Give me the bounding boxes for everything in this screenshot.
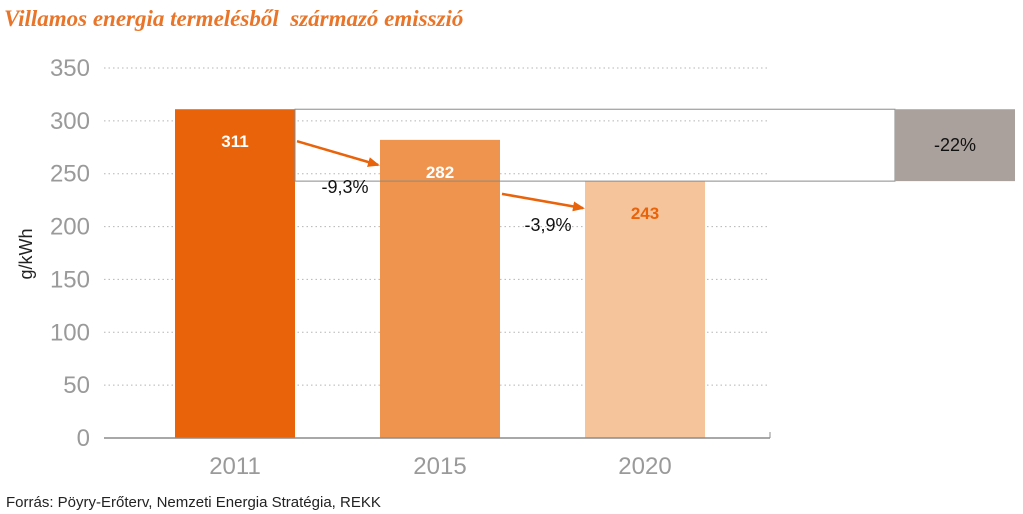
x-tick-label: 2011: [209, 453, 261, 480]
y-tick-label: 50: [63, 372, 90, 399]
y-tick-label: 350: [50, 55, 90, 82]
annotations: -22% -9,3% -3,9%: [294, 108, 1015, 235]
bar-2015: [380, 139, 500, 438]
change-arrow: [296, 140, 380, 167]
total-change-box: [895, 109, 1015, 182]
y-tick-label: 200: [50, 214, 90, 241]
bar-value-label: 243: [631, 204, 659, 223]
bars: 311 282 243: [175, 109, 705, 438]
bar-2011: [175, 109, 295, 438]
axes: 0 50 100 150 200 250 300 350 2011 2015 2020 g/kWh: [16, 55, 771, 480]
y-tick-label: 150: [50, 266, 90, 293]
change-label: -9,3%: [321, 177, 368, 197]
bar-value-label: 311: [221, 132, 248, 151]
y-tick-label: 0: [77, 425, 90, 452]
x-tick-label: 2015: [413, 453, 466, 480]
chart-title: Villamos energia termelésből származó em…: [4, 6, 464, 31]
y-tick-label: 250: [50, 161, 90, 188]
y-tick-label: 100: [50, 319, 90, 346]
bar-value-label: 282: [426, 163, 454, 182]
change-label: -3,9%: [524, 215, 571, 235]
y-axis-label: g/kWh: [16, 228, 36, 279]
total-change-label: -22%: [934, 135, 976, 155]
change-arrow: [501, 192, 585, 212]
source-note: Forrás: Pöyry-Erőterv, Nemzeti Energia S…: [6, 494, 381, 511]
x-tick-label: 2020: [618, 453, 671, 480]
y-tick-label: 300: [50, 108, 90, 135]
bar-2020: [585, 181, 705, 438]
